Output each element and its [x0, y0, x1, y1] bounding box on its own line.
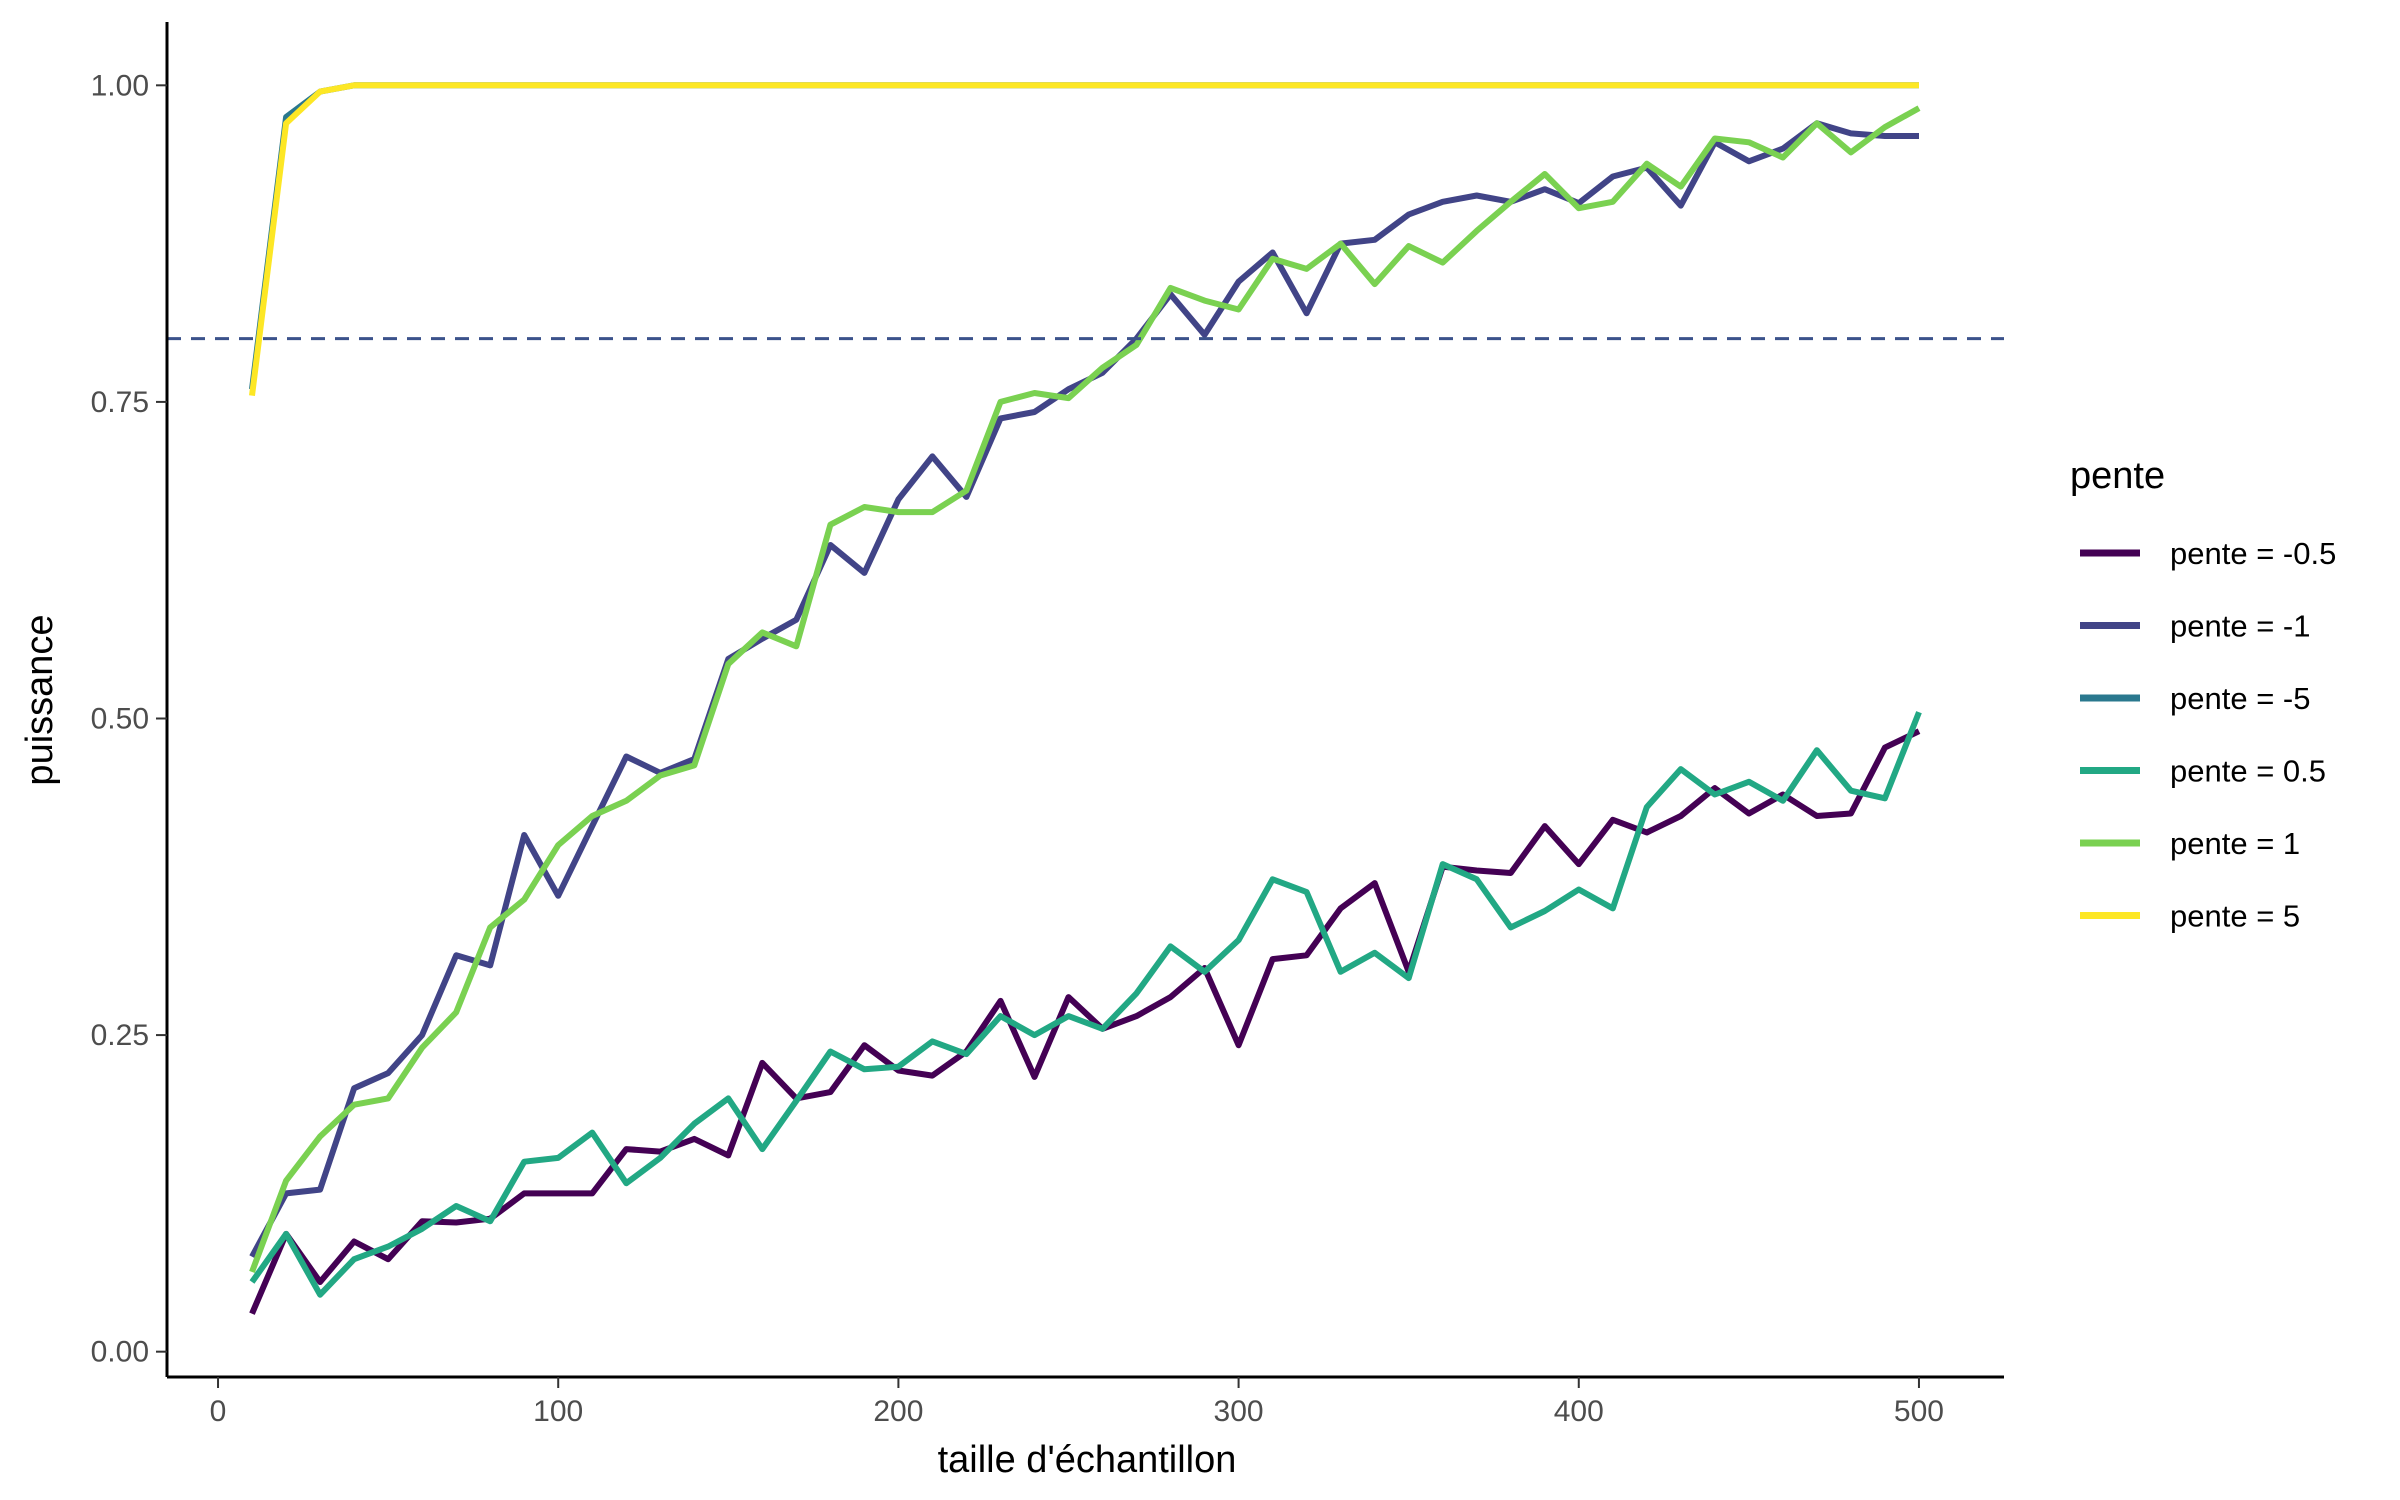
x-tick-label: 500: [1894, 1395, 1944, 1428]
legend-label-3: pente = 0.5: [2170, 754, 2326, 789]
legend-label-4: pente = 1: [2170, 826, 2300, 861]
legend-label-0: pente = -0.5: [2170, 536, 2336, 571]
x-tick-label: 100: [533, 1395, 583, 1428]
x-tick-label: 200: [873, 1395, 923, 1428]
legend-label-1: pente = -1: [2170, 609, 2310, 644]
series-line-3: [249, 711, 1922, 1298]
x-tick-label: 300: [1214, 1395, 1264, 1428]
y-tick-label: 0.25: [91, 1019, 149, 1052]
y-tick-label: 0.75: [91, 386, 149, 419]
x-axis-title: taille d'échantillon: [938, 1439, 1237, 1481]
legend-label-2: pente = -5: [2170, 681, 2310, 716]
y-tick-label: 1.00: [91, 69, 149, 102]
y-axis-title: puissance: [19, 614, 61, 785]
legend-label-5: pente = 5: [2170, 899, 2300, 934]
series-line-5: [249, 82, 1919, 396]
plot-lines: [167, 82, 2004, 1315]
y-tick-label: 0.50: [91, 702, 149, 735]
x-tick-label: 400: [1554, 1395, 1604, 1428]
x-tick-label: 0: [210, 1395, 227, 1428]
axes: 0 100 200 300 400 500 0.00 0.25 0.50 0.75 1.00: [91, 22, 2004, 1428]
series-line-4: [249, 105, 1921, 1273]
legend: pente pente = -0.5 pente = -1 pente = -5 pe…: [2070, 455, 2336, 934]
y-tick-label: 0.00: [91, 1336, 149, 1369]
legend-title: pente: [2070, 455, 2165, 497]
